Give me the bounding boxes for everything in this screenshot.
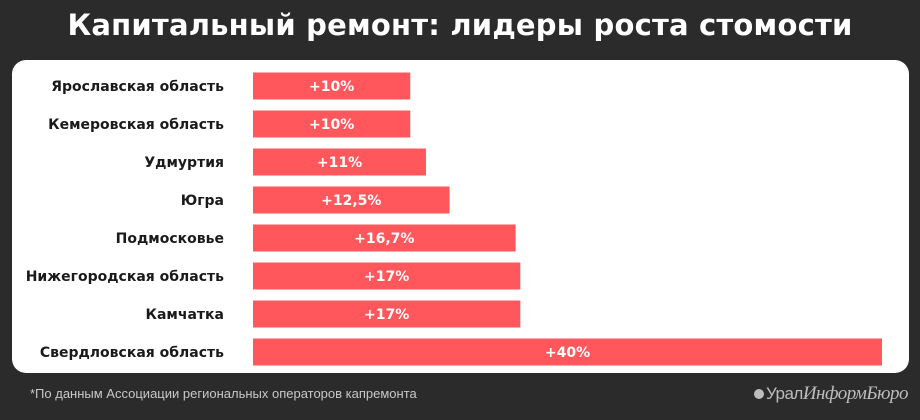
bar-value-label: +40%	[545, 345, 590, 361]
category-label: Югра	[181, 193, 224, 209]
bar	[253, 338, 882, 366]
bar	[253, 72, 411, 100]
bar	[253, 262, 521, 290]
footnote: *По данным Ассоциации региональных опера…	[30, 386, 417, 401]
bar-value-label: +17%	[364, 307, 409, 323]
logo-dot-icon	[753, 389, 764, 399]
bar	[253, 300, 521, 328]
category-label: Удмуртия	[144, 155, 224, 171]
logo-part-2: ИнформБюро	[802, 383, 909, 404]
bar-value-label: +12,5%	[321, 193, 381, 209]
bar-value-label: +17%	[364, 269, 409, 285]
bar	[253, 110, 411, 138]
bar	[253, 148, 426, 176]
brand-logo: Урал ИнформБюро	[753, 383, 909, 405]
bar-value-label: +10%	[309, 79, 354, 95]
chart-title: Капитальный ремонт: лидеры роста стомост…	[67, 8, 853, 42]
bar-value-label: +11%	[317, 155, 362, 171]
category-label: Ярославская область	[51, 79, 224, 95]
category-label: Кемеровская область	[48, 117, 224, 133]
logo-part-1: Урал	[765, 384, 803, 403]
category-label: Камчатка	[146, 307, 224, 323]
bar-value-label: +10%	[309, 117, 354, 133]
bars-layer: Ярославская область +10% Кемеровская облас…	[26, 72, 882, 366]
bar	[253, 186, 450, 214]
bar	[253, 224, 516, 252]
bar-value-label: +16,7%	[354, 231, 414, 247]
category-label: Нижегородская область	[26, 269, 224, 285]
category-label: Подмосковье	[116, 231, 224, 247]
category-label: Свердловская область	[40, 345, 224, 361]
